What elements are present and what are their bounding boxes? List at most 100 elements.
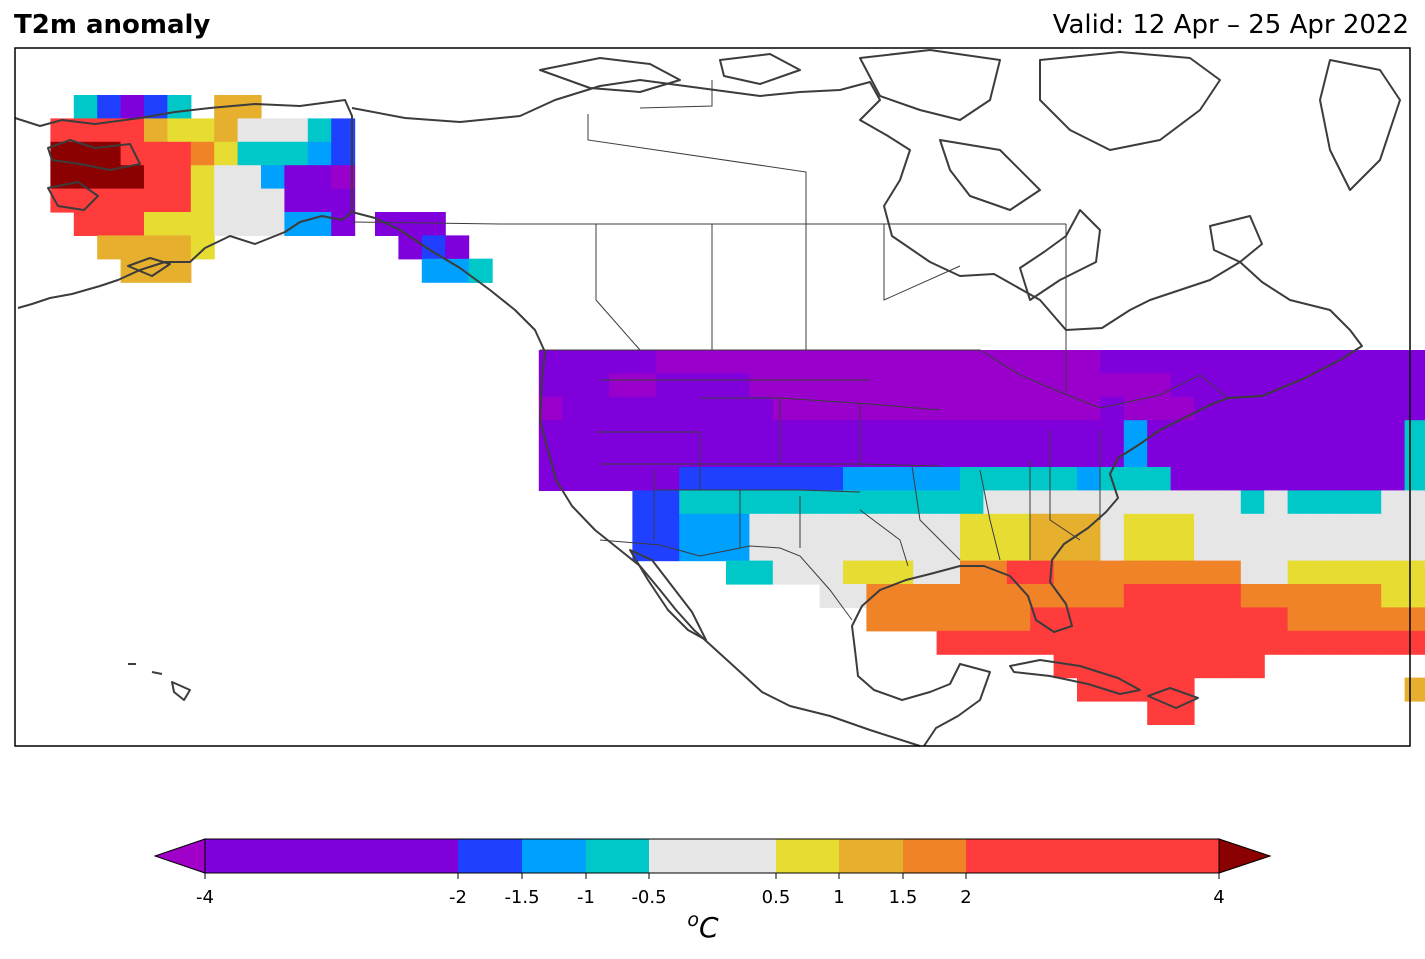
anomaly-cell [1123,350,1148,374]
anomaly-cell [1006,560,1031,585]
anomaly-cell [609,396,633,421]
anomaly-cell [1194,490,1218,515]
anomaly-cell [983,373,1008,398]
anomaly-cell [1077,467,1101,491]
anomaly-cell [1077,350,1101,374]
anomaly-cell [983,420,1008,445]
anomaly-cell [1357,537,1382,562]
colorbar-bin [776,839,839,873]
anomaly-cell [749,420,774,445]
anomaly-cell [1287,420,1312,445]
anomaly-cell [1006,396,1031,421]
anomaly-cell [1311,420,1335,445]
anomaly-cell [1147,396,1172,421]
coastline-pacific [351,211,921,747]
anomaly-cell [214,188,239,213]
anomaly-cell [167,212,192,236]
anomaly-cell [983,490,1008,515]
anomaly-cell [1264,420,1289,445]
anomaly-cell [1123,537,1148,562]
anomaly-cell [1100,584,1125,608]
anomaly-cell [936,396,961,421]
anomaly-cell [1217,560,1242,585]
anomaly-cell [1123,513,1148,538]
anomaly-cell [819,560,844,585]
anomaly-cell [1381,607,1406,632]
anomaly-cell [796,420,821,445]
anomaly-cell [983,630,1008,655]
anomaly-cell [144,188,168,213]
anomaly-cell [1381,630,1406,655]
colorbar-bin [966,839,1219,873]
anomaly-cell [632,396,657,421]
borders [351,80,1229,621]
anomaly-cell [1077,630,1101,655]
anomaly-cell [983,584,1008,608]
anomaly-cell [1381,396,1406,421]
anomaly-cell [1381,513,1406,538]
anomaly-cell [632,467,657,491]
anomaly-cell [936,443,961,468]
coastline-arctic-island-3 [859,49,1001,121]
anomaly-cell [97,235,122,260]
colorbar-frame [204,838,1220,874]
anomaly-cell [960,607,984,632]
anomaly-cell [261,165,285,190]
anomaly-cell [585,373,610,398]
anomaly-cell [866,560,891,585]
anomaly-cell [1147,443,1172,468]
anomaly-cell [398,235,423,260]
anomaly-cell [936,630,961,655]
anomaly-cell [97,118,122,143]
anomaly-cell [1381,373,1406,398]
anomaly-cell [866,443,891,468]
anomaly-cell [1123,560,1148,585]
anomaly-cell [866,373,891,398]
anomaly-cell [1030,630,1055,655]
anomaly-cell [1077,443,1101,468]
anomaly-cell [632,350,657,374]
anomaly-cell [1053,513,1078,538]
anomaly-cell [1381,490,1406,515]
anomaly-cell [1287,350,1312,374]
anomaly-cell [1240,443,1265,468]
coastline-arctic-island-1 [539,57,681,93]
anomaly-cell [726,373,750,398]
anomaly-cell [538,396,563,421]
anomaly-cell [1240,560,1265,585]
anomaly-cell [1357,513,1382,538]
colorbar-bin [522,839,586,873]
anomaly-cell [144,165,168,190]
anomaly-cell [585,350,610,374]
anomaly-cell [1170,654,1195,679]
anomaly-cell [1100,630,1125,655]
anomaly-cell [1217,630,1242,655]
anomaly-cell [1381,560,1406,585]
anomaly-cell [190,212,215,236]
anomaly-cell [190,118,215,143]
anomaly-cell [284,141,309,166]
anomaly-cell [1147,630,1172,655]
colorbar-bin [903,839,966,873]
anomaly-cell [1334,373,1359,398]
anomaly-cell [562,350,587,374]
anomaly-cell [1077,420,1101,445]
anomaly-cell [1240,584,1265,608]
anomaly-cell [1311,537,1335,562]
anomaly-cell [237,165,262,190]
anomaly-cell [1240,654,1265,679]
anomaly-cell [819,584,844,608]
anomaly-cell [1217,654,1242,679]
anomaly-cell [261,188,285,213]
anomaly-cell [1170,513,1195,538]
anomaly-cell [889,607,914,632]
anomaly-cell [702,396,727,421]
anomaly-cell [237,118,262,143]
anomaly-cell [1381,443,1406,468]
anomaly-cell [702,467,727,491]
anomaly-cell [1147,654,1172,679]
anomaly-cell [167,165,192,190]
anomaly-cell [749,373,774,398]
colorbar-over-extend [1218,838,1272,874]
colorbar-unit: oC [687,909,719,944]
